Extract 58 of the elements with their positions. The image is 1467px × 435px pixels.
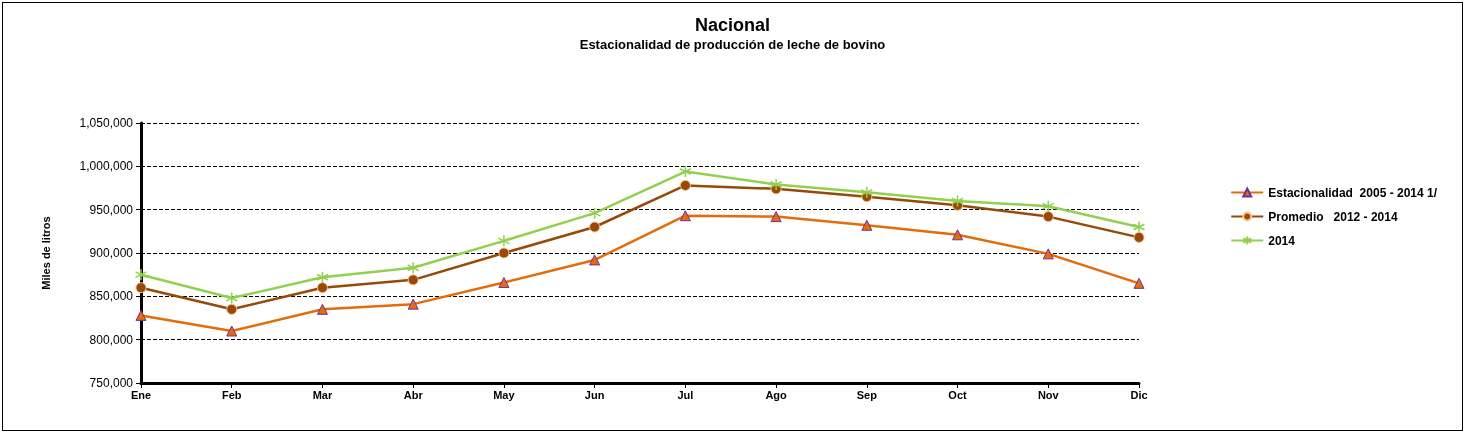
point	[679, 210, 691, 222]
point	[226, 325, 238, 337]
x-tick-label: Ago	[765, 388, 788, 401]
point	[951, 194, 964, 208]
point	[589, 221, 601, 233]
legend-label: Estacionalidad 2005 - 2014 1/	[1268, 185, 1438, 200]
point	[589, 254, 601, 266]
point	[1132, 220, 1146, 234]
point	[952, 229, 964, 241]
point	[1133, 231, 1145, 243]
y-tick-label: 850,000	[89, 289, 134, 304]
x-tick-label: Dic	[1130, 388, 1148, 401]
point	[316, 282, 328, 294]
point	[407, 274, 419, 286]
point	[588, 206, 601, 220]
legend-label: 2014	[1268, 233, 1296, 248]
point	[316, 303, 328, 315]
y-tick-label: 1,000,000	[79, 159, 134, 174]
point	[226, 303, 238, 315]
y-tick-label: 800,000	[89, 332, 134, 347]
y-tick-label: 1,050,000	[79, 116, 134, 130]
y-tick-label: 750,000	[89, 376, 134, 390]
point	[1042, 211, 1054, 223]
legend-label: Promedio 2012 - 2014	[1268, 209, 1398, 224]
point	[1042, 248, 1054, 260]
point	[497, 234, 511, 248]
point	[135, 282, 147, 294]
x-tick-label: Jul	[677, 388, 694, 401]
point	[498, 276, 510, 288]
x-tick-label: May	[493, 388, 516, 401]
chart-subtitle: Estacionalidad de producción de leche de bovino	[579, 37, 886, 52]
y-axis-title: Miles de litros	[39, 216, 52, 290]
point	[1133, 277, 1145, 289]
point	[1042, 199, 1055, 213]
point	[135, 309, 147, 321]
x-tick-label: Mar	[312, 388, 333, 401]
point	[316, 271, 329, 284]
x-tick-label: Jun	[584, 388, 605, 401]
chart-title: Nacional	[694, 15, 771, 35]
y-tick-label: 900,000	[89, 246, 134, 260]
x-tick-label: Nov	[1037, 388, 1060, 401]
y-tick-label: 950,000	[89, 202, 134, 217]
point	[679, 165, 692, 178]
x-tick-label: Sep	[856, 388, 878, 401]
point	[860, 186, 874, 199]
point	[769, 178, 783, 191]
point	[134, 268, 148, 281]
x-tick-label: Ene	[130, 388, 152, 401]
point	[770, 211, 782, 223]
x-tick-label: Feb	[221, 388, 242, 401]
point	[406, 261, 420, 274]
point	[407, 298, 419, 310]
x-tick-label: Abr	[403, 388, 424, 401]
point	[861, 219, 873, 231]
point	[225, 291, 238, 305]
point	[498, 247, 510, 259]
point	[679, 179, 691, 191]
x-tick-label: Oct	[948, 388, 968, 401]
